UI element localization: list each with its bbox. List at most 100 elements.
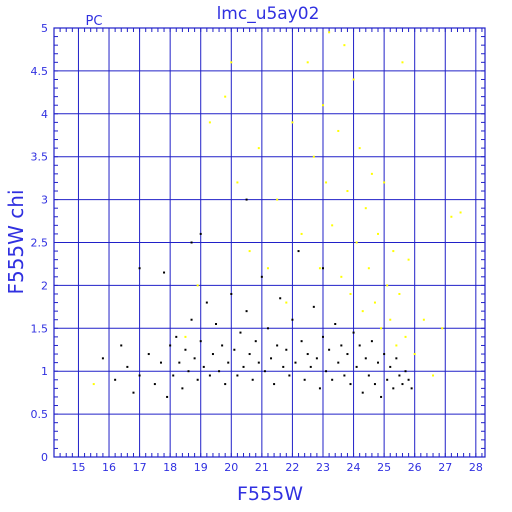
point-black-82: [370, 340, 373, 343]
point-black-44: [257, 361, 260, 364]
point-black-2: [120, 344, 123, 347]
point-yellow-48: [441, 327, 444, 330]
plot-frame: [53, 27, 486, 458]
y-tick-label-7: 3.5: [31, 151, 49, 164]
point-black-77: [355, 365, 358, 368]
point-black-11: [166, 395, 169, 398]
point-black-19: [190, 318, 193, 321]
point-black-14: [175, 335, 178, 338]
point-black-50: [276, 344, 279, 347]
point-yellow-40: [395, 344, 398, 347]
point-black-7: [147, 353, 150, 356]
point-black-49: [273, 383, 276, 386]
point-yellow-18: [325, 181, 328, 184]
point-black-55: [291, 318, 294, 321]
point-yellow-33: [373, 301, 376, 304]
point-black-89: [392, 387, 395, 390]
point-yellow-35: [380, 327, 383, 330]
point-yellow-31: [367, 267, 370, 270]
point-black-80: [364, 357, 367, 360]
x-tick-label-9: 24: [347, 461, 361, 474]
point-yellow-37: [386, 284, 389, 287]
point-yellow-46: [422, 318, 425, 321]
y-tick-label-6: 3: [41, 194, 48, 207]
point-black-66: [321, 335, 324, 338]
point-black-79: [361, 391, 364, 394]
point-black-41: [248, 353, 251, 356]
x-tick-label-11: 26: [408, 461, 422, 474]
point-black-42: [251, 378, 254, 381]
point-black-83: [373, 383, 376, 386]
point-yellow-14: [306, 61, 309, 64]
point-black-23: [199, 232, 202, 235]
point-black-6: [138, 374, 141, 377]
point-yellow-11: [285, 301, 288, 304]
point-black-28: [211, 353, 214, 356]
y-tick-label-3: 1.5: [31, 322, 49, 335]
point-black-90: [395, 357, 398, 360]
point-yellow-17: [321, 104, 324, 107]
point-black-22: [196, 378, 199, 381]
point-black-36: [236, 374, 239, 377]
point-black-81: [367, 374, 370, 377]
point-yellow-8: [257, 147, 260, 150]
point-yellow-7: [248, 250, 251, 253]
point-black-16: [181, 387, 184, 390]
point-yellow-12: [291, 121, 294, 124]
x-tick-label-1: 16: [102, 461, 116, 474]
point-black-46: [263, 370, 266, 373]
point-black-72: [340, 344, 343, 347]
point-black-35: [233, 348, 236, 351]
point-black-3: [126, 365, 129, 368]
point-black-59: [303, 378, 306, 381]
point-yellow-38: [389, 318, 392, 321]
point-black-74: [346, 353, 349, 356]
point-yellow-45: [413, 353, 416, 356]
point-black-53: [285, 348, 288, 351]
point-black-45: [260, 275, 263, 278]
point-black-60: [306, 353, 309, 356]
y-tick-label-4: 2: [41, 279, 48, 292]
chart-title: lmc_u5ay02: [217, 4, 320, 24]
point-black-20: [190, 241, 193, 244]
point-black-48: [270, 357, 273, 360]
point-yellow-2: [196, 284, 199, 287]
point-black-24: [199, 340, 202, 343]
point-black-69: [331, 378, 334, 381]
point-yellow-24: [346, 190, 349, 193]
tick-labels: 15 16 17 18 19 20 21 22 23 24 25 26 27 28 0 0.5 1 1.5 2 2.5…: [31, 22, 483, 474]
point-yellow-44: [407, 258, 410, 261]
point-black-8: [153, 383, 156, 386]
x-tick-label-13: 28: [469, 461, 483, 474]
x-tick-label-7: 22: [285, 461, 299, 474]
point-yellow-34: [377, 232, 380, 235]
point-black-9: [159, 361, 162, 364]
point-yellow-36: [383, 181, 386, 184]
x-axis-label: F555W: [237, 483, 303, 505]
point-black-88: [389, 365, 392, 368]
point-black-94: [407, 378, 410, 381]
point-yellow-21: [337, 129, 340, 132]
y-tick-label-2: 1: [41, 365, 48, 378]
point-black-33: [227, 361, 230, 364]
point-yellow-47: [432, 374, 435, 377]
point-black-26: [205, 301, 208, 304]
point-black-32: [224, 383, 227, 386]
point-black-15: [178, 361, 181, 364]
point-black-64: [318, 387, 321, 390]
point-black-39: [245, 198, 248, 201]
point-yellow-29: [361, 310, 364, 313]
point-black-61: [309, 365, 312, 368]
x-tick-label-3: 18: [163, 461, 177, 474]
point-black-37: [239, 331, 242, 334]
point-black-52: [282, 365, 285, 368]
point-black-40: [245, 310, 248, 313]
point-black-67: [325, 370, 328, 373]
y-tick-label-5: 2.5: [31, 237, 49, 250]
point-black-1: [114, 378, 117, 381]
point-black-84: [377, 361, 380, 364]
point-black-92: [401, 383, 404, 386]
point-black-75: [349, 383, 352, 386]
point-black-21: [193, 357, 196, 360]
